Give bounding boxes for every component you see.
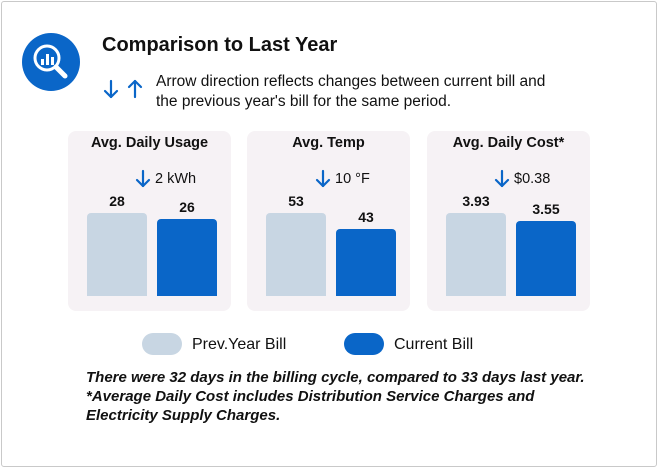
footnote-line-3: Electricity Supply Charges. <box>86 407 281 424</box>
down-arrow-icon <box>315 169 331 188</box>
bar-value-label-current: 43 <box>358 209 374 225</box>
bar-value-label-current: 26 <box>179 199 195 215</box>
bar-current <box>157 219 217 296</box>
legend-prev-label: Prev.Year Bill <box>192 336 287 353</box>
billing-footnote: There were 32 days in the billing cycle,… <box>86 368 646 425</box>
avg-temp-title: Avg. Temp <box>292 135 365 151</box>
bar-current <box>516 221 576 296</box>
bar-value-label-prev: 53 <box>288 193 304 209</box>
bar-prev <box>446 213 506 296</box>
page-title: Comparison to Last Year <box>102 34 338 56</box>
down-up-arrows-icon <box>103 79 143 99</box>
bar-prev <box>87 213 147 296</box>
daily-usage-title: Avg. Daily Usage <box>90 135 209 151</box>
avg-temp-change-value: 10 °F <box>335 171 370 187</box>
down-arrow-icon <box>494 169 510 188</box>
usage-analysis-icon <box>22 33 80 91</box>
bar-prev <box>266 213 326 296</box>
daily-cost-change-value: $0.38 <box>514 171 551 187</box>
legend-current-label: Current Bill <box>394 336 474 353</box>
daily-usage-change-value: 2 kWh <box>155 171 197 187</box>
daily-cost-title: Avg. Daily Cost* <box>452 135 565 151</box>
arrow-note-line-2: the previous year's bill for the same pe… <box>156 93 452 110</box>
bar-current <box>336 229 396 296</box>
arrow-note-line-1: Arrow direction reflects changes between… <box>156 73 546 90</box>
legend-current-swatch <box>344 333 384 355</box>
daily-cost-card: Avg. Daily Cost* $0.38 3.93 3.55 <box>427 131 590 311</box>
arrow-legend-icons <box>99 76 151 102</box>
down-arrow-icon <box>135 169 151 188</box>
bar-value-label-current: 3.55 <box>532 201 560 217</box>
arrow-note: Arrow direction reflects changes between… <box>156 72 626 112</box>
bar-value-label-prev: 3.93 <box>462 193 490 209</box>
legend-prev-swatch <box>142 333 182 355</box>
avg-temp-card: Avg. Temp 10 °F 53 43 <box>247 131 410 311</box>
bar-value-label-prev: 28 <box>109 193 125 209</box>
daily-usage-card: Avg. Daily Usage 2 kWh 28 26 <box>68 131 231 311</box>
footnote-line-2: *Average Daily Cost includes Distributio… <box>86 388 535 405</box>
footnote-line-1: There were 32 days in the billing cycle,… <box>86 369 585 386</box>
